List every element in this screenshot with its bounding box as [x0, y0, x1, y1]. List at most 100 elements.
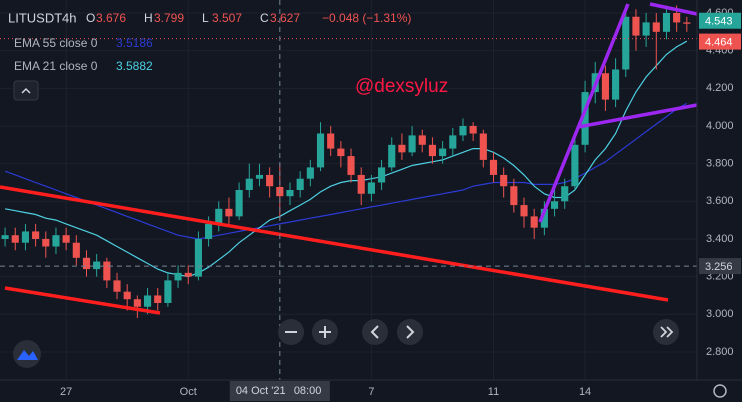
candle-body [601, 73, 609, 100]
ohlc-value: 3.799 [154, 11, 184, 25]
candle-body [530, 216, 538, 228]
trendline [577, 103, 698, 129]
y-tick-label: 4.000 [706, 120, 734, 132]
y-tick-label: 4.200 [706, 82, 734, 94]
candle-body [42, 238, 50, 247]
candle-body [194, 238, 202, 277]
candle-body [469, 125, 477, 134]
x-tick-label: 7 [368, 386, 374, 398]
ohlc-label: C [260, 11, 269, 25]
candle-body [235, 190, 243, 217]
candle-body [357, 174, 365, 194]
y-tick-label: 2.800 [706, 346, 734, 358]
candle-body [286, 190, 294, 197]
x-tick-label: 11 [488, 386, 499, 398]
candle-body [642, 22, 650, 36]
crosshair-time-box [229, 381, 330, 401]
candle-body [245, 178, 253, 190]
ema-line [4, 40, 688, 278]
grid [0, 0, 697, 380]
candle-body [215, 208, 223, 224]
ohlc-label: L [202, 11, 209, 25]
candle-body [32, 231, 40, 239]
candle-body [622, 16, 630, 70]
candle-body [662, 12, 671, 32]
icon [660, 326, 674, 338]
candle-body [93, 261, 101, 270]
candle-body [164, 280, 172, 303]
ohlc-value: 3.627 [270, 11, 300, 25]
crosshair-date: 04 Oct '21 [236, 385, 286, 397]
settings-button[interactable] [713, 384, 727, 398]
trendline [538, 3, 630, 223]
last-price-label: 4.543 [705, 16, 733, 28]
axes: 2.8003.0003.2003.4003.6003.8004.0004.200… [60, 7, 741, 401]
candle-body [378, 167, 386, 183]
ohlc: O 3.676 H 3.799 L 3.507 C 3.627 [86, 11, 300, 25]
candle-body [154, 295, 162, 303]
candle-body [337, 148, 345, 157]
change: −0.048 (−1.31%) [322, 11, 411, 25]
candle-body [82, 257, 91, 270]
candle-body [72, 242, 80, 258]
candle-body [632, 16, 640, 36]
candle-body [652, 22, 660, 32]
candle-body [612, 69, 620, 100]
candle-body [11, 235, 19, 243]
candle-body [367, 182, 375, 194]
ohlc-label: O [86, 11, 95, 25]
x-tick-label: 14 [579, 386, 591, 398]
candle-body [388, 144, 396, 168]
candle-body [266, 174, 274, 187]
candle-body [683, 22, 691, 24]
candle-body [398, 144, 406, 153]
candle-body [449, 135, 457, 149]
candle-body [459, 125, 467, 136]
scroll-left-button[interactable] [362, 319, 388, 345]
trendline [0, 185, 669, 302]
candle-body [673, 12, 681, 23]
candle-body [316, 133, 325, 168]
y-tick-label: 3.400 [706, 233, 734, 245]
candle-body [103, 261, 111, 281]
candle-body [347, 156, 355, 175]
candle-body [133, 299, 141, 307]
ohlc-value: 3.507 [212, 11, 242, 25]
legend-entry: EMA 21 close 0 [14, 59, 98, 73]
crosshair-price-label-box [699, 258, 741, 275]
crosshair-price-label: 3.256 [705, 261, 733, 273]
candle-body [540, 208, 548, 228]
candle-body [255, 174, 264, 179]
candle-body [113, 280, 121, 292]
candle-body [184, 272, 192, 277]
controls [13, 319, 727, 398]
x-tick-label: Oct [180, 386, 197, 398]
legend-entry: EMA 55 close 0 [14, 36, 98, 50]
candle-body [205, 223, 213, 239]
candle-body [520, 205, 528, 217]
marker-price-label-box [699, 33, 741, 50]
legend-value: 3.5186 [116, 36, 153, 50]
last-price-label-box [699, 12, 741, 29]
candle-body [327, 133, 335, 149]
scroll-right-button[interactable] [397, 319, 423, 345]
y-tick-label: 3.000 [706, 308, 734, 320]
candle-body [479, 133, 487, 160]
candle-body [581, 92, 589, 145]
candle-body [418, 135, 426, 145]
candle-body [1, 235, 9, 239]
ohlc-label: H [144, 11, 153, 25]
candles [1, 5, 691, 319]
icon [319, 326, 331, 338]
candle-body [174, 272, 182, 281]
ohlc-value: 3.676 [96, 11, 126, 25]
candle-body [550, 201, 559, 209]
collapse-button[interactable] [13, 80, 39, 101]
overlay [0, 0, 697, 380]
candle-body [428, 144, 437, 157]
trendline [4, 286, 161, 315]
symbol: LITUSDT [8, 10, 62, 25]
candle-body [510, 186, 518, 206]
y-tick-label: 3.800 [706, 158, 734, 170]
